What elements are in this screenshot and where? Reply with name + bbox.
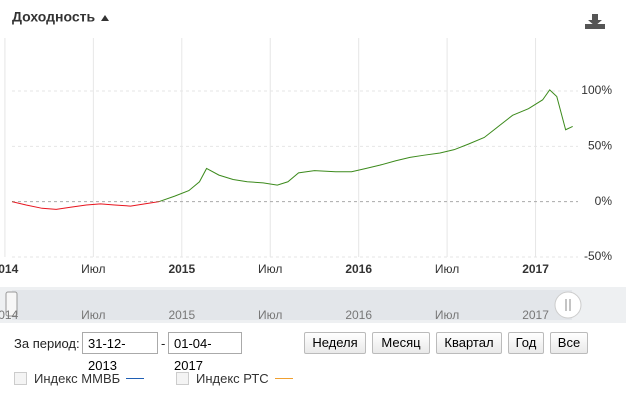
navigator-handle-right[interactable] xyxy=(554,291,582,319)
x-tick-label: 2016 xyxy=(345,262,372,276)
range-button[interactable]: Месяц xyxy=(372,332,430,354)
x-tick-label: Июл xyxy=(258,262,282,276)
x-tick-label: 2017 xyxy=(522,262,549,276)
collapse-arrow[interactable] xyxy=(101,15,109,21)
x-tick-label: 2015 xyxy=(168,262,195,276)
navigator-label: 2014 xyxy=(0,308,19,322)
line-negative xyxy=(11,201,161,210)
navigator-range[interactable] xyxy=(12,290,572,320)
navigator-handle-left[interactable] xyxy=(5,291,18,317)
y-tick-label: 100% xyxy=(581,83,612,97)
navigator-label: Июл xyxy=(81,308,105,322)
legend-swatch xyxy=(274,378,293,379)
download-icon[interactable] xyxy=(585,14,605,29)
legend-checkbox[interactable] xyxy=(176,372,189,385)
navigator-label: 2017 xyxy=(522,308,549,322)
y-tick-label: 0% xyxy=(595,194,613,208)
date-dash: - xyxy=(161,336,166,351)
navigator-label: 2016 xyxy=(345,308,372,322)
navigator-label: Июл xyxy=(435,308,459,322)
date-from[interactable]: 31-12-2013 xyxy=(82,332,158,373)
period-label: За период: xyxy=(14,336,80,351)
chart-title: Доходность xyxy=(12,9,96,25)
legend-checkbox[interactable] xyxy=(14,372,27,385)
legend-swatch xyxy=(126,378,145,379)
date-to[interactable]: 01-04-2017 xyxy=(168,332,242,373)
legend-label: Индекс РТС xyxy=(196,371,269,386)
range-button[interactable]: Неделя xyxy=(304,332,366,354)
legend-label: Индекс ММВБ xyxy=(34,371,121,386)
y-tick-label: 50% xyxy=(588,139,612,153)
y-tick-label: -50% xyxy=(584,249,612,263)
range-button[interactable]: Год xyxy=(508,332,544,354)
navigator-label: 2015 xyxy=(168,308,195,322)
x-tick-label: 2014 xyxy=(0,262,19,276)
x-tick-label: Июл xyxy=(81,262,105,276)
range-button[interactable]: Квартал xyxy=(436,332,502,354)
navigator-label: Июл xyxy=(258,308,282,322)
line-positive xyxy=(12,89,573,202)
range-button[interactable]: Все xyxy=(550,332,588,354)
x-tick-label: Июл xyxy=(435,262,459,276)
